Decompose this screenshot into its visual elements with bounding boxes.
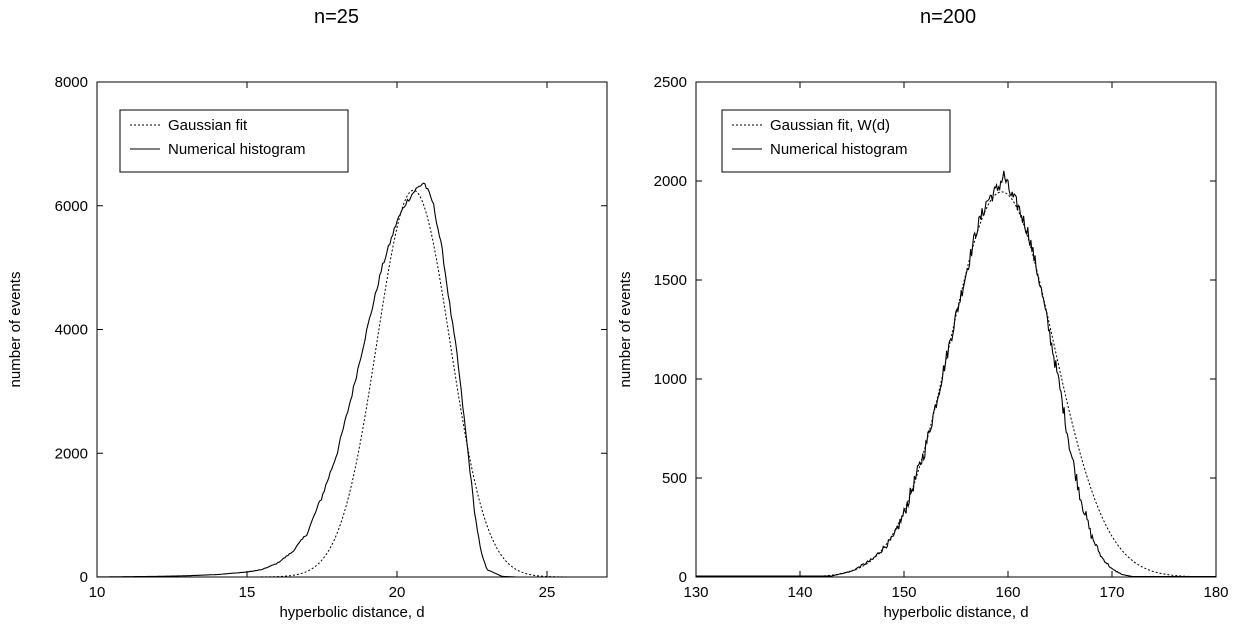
chart0-y-axis-label: number of events <box>7 272 24 388</box>
chart0-series-numerical-histogram <box>97 182 607 577</box>
chart1-y-tick-label: 0 <box>679 569 687 586</box>
chart0-y-tick-label: 2000 <box>55 445 88 462</box>
chart1-plot-frame <box>695 81 1217 578</box>
chart0-legend-histogram-label: Numerical histogram <box>168 141 306 158</box>
chart1-y-axis-label: number of events <box>617 272 634 388</box>
chart1-x-tick-label: 140 <box>787 584 812 601</box>
chart0-y-tick-label: 4000 <box>55 322 88 339</box>
chart0-legend-box <box>119 109 349 173</box>
chart1-x-tick-label: 160 <box>995 584 1020 601</box>
chart1-y-tick-label: 1000 <box>654 371 687 388</box>
chart1-series-numerical-histogram <box>696 170 1216 577</box>
chart1-series-gaussian-fit <box>696 191 1216 577</box>
chart0-x-tick-label: 20 <box>389 584 406 601</box>
chart-title-right: n=200 <box>920 6 977 28</box>
chart1-y-tick-label: 2500 <box>654 74 687 91</box>
chart1-y-tick-label: 500 <box>662 470 687 487</box>
chart0-series-group <box>97 182 607 577</box>
chart0-legend-gaussian-label: Gaussian fit <box>168 117 248 134</box>
chart1-legend-histogram-label: Numerical histogram <box>770 141 908 158</box>
chart0-x-axis-label: hyperbolic distance, d <box>279 604 424 621</box>
chart1-series-group <box>696 170 1216 577</box>
chart1-y-tick-label: 1500 <box>654 272 687 289</box>
chart0-y-tick-label: 6000 <box>55 198 88 215</box>
chart0-y-tick-label: 0 <box>80 569 88 586</box>
chart1-x-tick-label: 130 <box>683 584 708 601</box>
chart1-x-tick-label: 180 <box>1203 584 1228 601</box>
chart0-y-tick-label: 8000 <box>55 74 88 91</box>
chart0-x-tick-label: 15 <box>239 584 256 601</box>
chart1-legend-box <box>721 109 951 173</box>
chart1-x-axis-label: hyperbolic distance, d <box>883 604 1028 621</box>
chart1-y-tick-label: 2000 <box>654 173 687 190</box>
chart0-x-tick-label: 10 <box>89 584 106 601</box>
chart0-x-tick-label: 25 <box>539 584 556 601</box>
chart1-x-tick-label: 170 <box>1099 584 1124 601</box>
chart1-x-tick-label: 150 <box>891 584 916 601</box>
chart0-series-gaussian-fit <box>97 189 607 577</box>
chart1-legend-gaussian-label: Gaussian fit, W(d) <box>770 117 890 134</box>
chart-title-left: n=25 <box>314 6 360 28</box>
